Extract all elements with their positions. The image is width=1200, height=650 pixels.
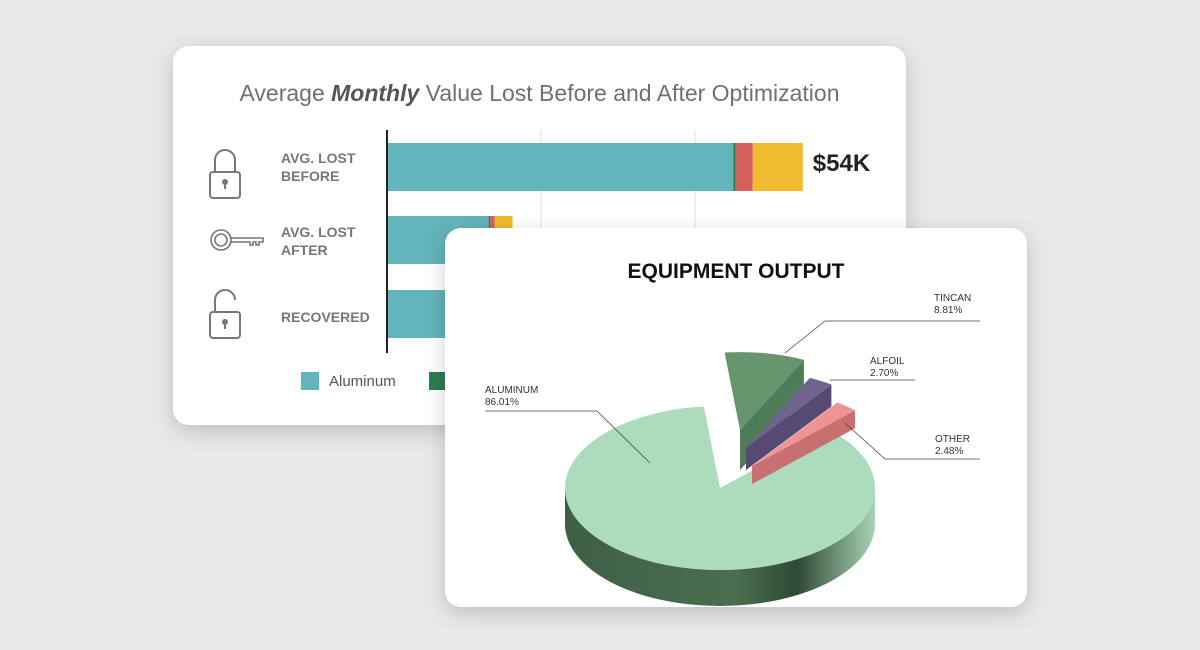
key-icon — [210, 229, 264, 251]
lock-open-icon — [209, 289, 241, 339]
leader-line-other — [844, 422, 980, 460]
pie-label-tincan: TINCAN 8.81% — [934, 293, 972, 316]
pie-slice-tincan — [724, 352, 804, 430]
row-label-after: AVG. LOST AFTER — [281, 224, 356, 258]
equipment-output-card: EQUIPMENT OUTPUT ALUMINUM 86.01% TINCAN 8.… — [445, 228, 1027, 607]
legend-item-2 — [429, 372, 457, 390]
pie-label-alfoil: ALFOIL 2.70% — [870, 356, 905, 379]
lock-closed-icon — [209, 149, 241, 199]
row-label-recovered: RECOVERED — [281, 309, 370, 325]
bar-segment — [735, 143, 753, 191]
pie-slice-alfoil — [746, 377, 832, 448]
legend-swatch — [301, 372, 319, 390]
legend-swatch — [429, 372, 447, 390]
pie-label-other: OTHER 2.48% — [935, 434, 970, 457]
leader-line-tincan — [784, 320, 980, 354]
pie-chart — [485, 320, 980, 606]
pie-side-other — [752, 410, 855, 484]
pie-side-aluminum — [565, 488, 875, 606]
legend-label: Aluminum — [329, 372, 396, 390]
bar-segment — [752, 143, 803, 191]
pie-chart-title: EQUIPMENT OUTPUT — [627, 260, 845, 283]
bar-segment — [733, 143, 736, 191]
pie-slice-other — [752, 402, 855, 466]
total-data-label: $54K — [812, 150, 871, 177]
pie-side-alfoil — [746, 384, 832, 470]
leader-line-aluminum — [485, 410, 651, 464]
bar-segment — [387, 143, 734, 191]
pie-label-aluminum: ALUMINUM 86.01% — [485, 385, 539, 408]
legend-item-aluminum: Aluminum — [301, 372, 396, 390]
row-label-before: AVG. LOST BEFORE — [281, 150, 356, 184]
bar-chart-title: Average Monthly Value Lost Before and Af… — [239, 80, 840, 106]
